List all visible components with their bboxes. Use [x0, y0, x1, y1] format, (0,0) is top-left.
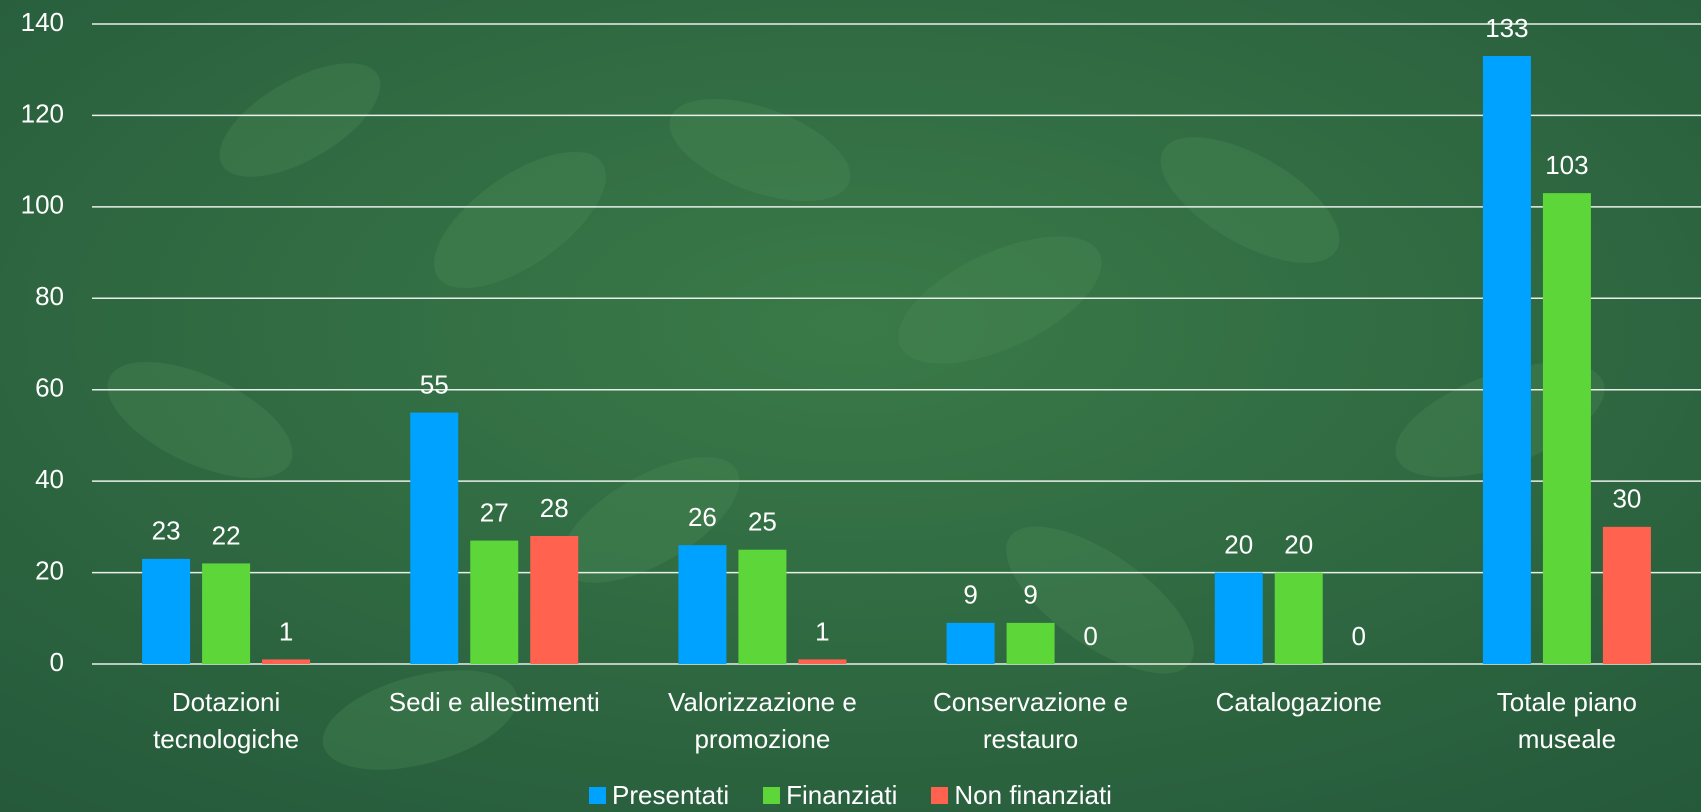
x-tick-label: Catalogazione — [1215, 687, 1382, 717]
bar — [1006, 622, 1055, 664]
y-tick-label: 60 — [35, 373, 64, 403]
data-label: 133 — [1485, 13, 1528, 43]
legend: Presentati Finanziati Non finanziati — [0, 780, 1701, 811]
data-label: 27 — [480, 497, 509, 527]
legend-label: Non finanziati — [954, 780, 1112, 810]
data-label: 0 — [1083, 621, 1097, 651]
bar — [946, 622, 995, 664]
x-tick-label: Sedi e allestimenti — [388, 687, 600, 717]
data-label: 30 — [1612, 484, 1641, 514]
data-label: 103 — [1545, 150, 1588, 180]
bar — [470, 540, 519, 664]
data-label: 26 — [688, 502, 717, 532]
x-tick-label: Totale piano museale — [1496, 687, 1638, 754]
data-label: 25 — [748, 507, 777, 537]
bar — [262, 659, 311, 664]
bar — [798, 659, 847, 664]
bar — [142, 558, 191, 664]
data-label: 0 — [1352, 621, 1366, 651]
y-tick-label: 140 — [21, 7, 64, 37]
legend-swatch — [763, 787, 781, 804]
y-tick-label: 80 — [35, 281, 64, 311]
legend-item: Non finanziati — [931, 780, 1112, 811]
legend-swatch — [589, 787, 607, 804]
x-tick-label: Valorizzazione e promozione — [667, 687, 857, 754]
data-label: 20 — [1224, 529, 1253, 559]
data-label: 9 — [963, 580, 977, 610]
bar — [202, 563, 251, 664]
bar — [1602, 526, 1651, 664]
data-label: 28 — [540, 493, 569, 523]
bar — [738, 549, 787, 664]
y-tick-label: 0 — [50, 647, 64, 677]
bar — [1214, 572, 1263, 664]
y-tick-label: 20 — [35, 555, 64, 585]
legend-item: Finanziati — [763, 780, 897, 811]
y-tick-label: 100 — [21, 190, 64, 220]
legend-label: Finanziati — [786, 780, 898, 810]
x-tick-label: Dotazioni tecnologiche — [153, 687, 300, 754]
x-tick-label: Conservazione e restauro — [933, 687, 1129, 754]
leaf-texture — [107, 63, 1605, 770]
data-label: 9 — [1023, 580, 1037, 610]
bar — [678, 545, 727, 664]
legend-item: Presentati — [589, 780, 729, 811]
bar — [1542, 193, 1591, 664]
bar — [1274, 572, 1323, 664]
y-tick-label: 120 — [21, 98, 64, 128]
bar — [530, 536, 579, 664]
data-label: 1 — [279, 616, 293, 646]
y-tick-label: 40 — [35, 464, 64, 494]
data-label: 22 — [212, 520, 241, 550]
data-label: 20 — [1284, 529, 1313, 559]
data-label: 55 — [420, 369, 449, 399]
legend-label: Presentati — [612, 780, 730, 810]
data-label: 1 — [815, 616, 829, 646]
bar — [410, 412, 459, 664]
bar — [1482, 56, 1531, 664]
legend-swatch — [931, 787, 949, 804]
data-label: 23 — [152, 516, 181, 546]
